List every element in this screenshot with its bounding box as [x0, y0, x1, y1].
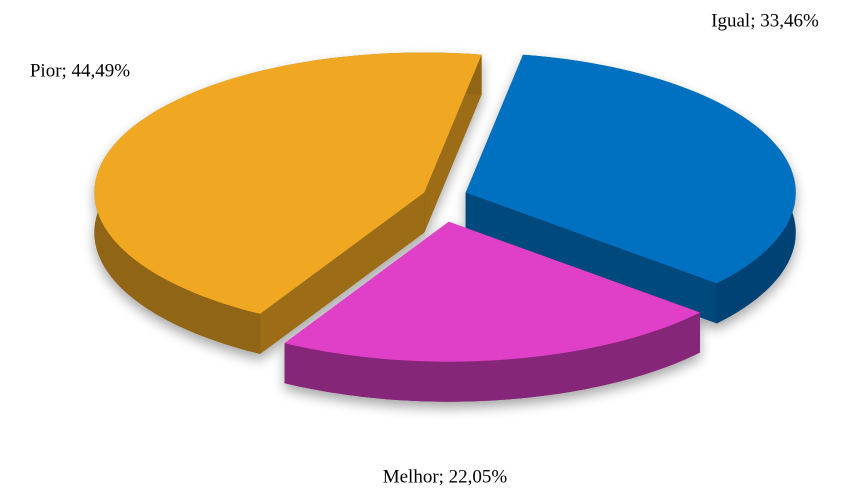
slice	[94, 52, 482, 314]
slice	[465, 54, 796, 324]
slice-side	[284, 312, 700, 402]
pie	[94, 52, 796, 402]
slice	[94, 52, 482, 354]
slice	[284, 221, 700, 402]
data-label: Igual; 33,46%	[711, 10, 819, 31]
data-label: Melhor; 22,05%	[383, 466, 508, 487]
slice-wall	[465, 192, 717, 324]
data-label: Pior; 44,49%	[30, 60, 130, 81]
slice-wall	[424, 54, 482, 233]
slice-wall	[260, 192, 425, 354]
slice	[284, 221, 700, 362]
slice	[465, 54, 796, 284]
